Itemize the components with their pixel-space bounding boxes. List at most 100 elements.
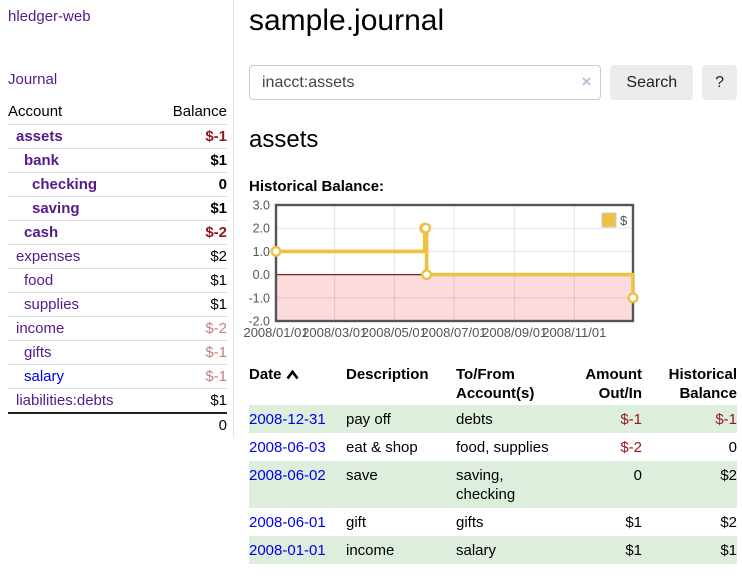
account-balance: $-1 [205, 368, 227, 385]
transaction-amount: $-1 [620, 411, 642, 428]
account-row: supplies $1 [8, 292, 227, 317]
transaction-accounts: saving, checking [456, 467, 516, 503]
transaction-accounts: debts [456, 411, 493, 428]
y-tick-label: -1.0 [248, 291, 270, 305]
search-form: × Search ? [249, 65, 737, 100]
transaction-date-link[interactable]: 2008-01-01 [249, 542, 326, 559]
transaction-date-link[interactable]: 2008-06-01 [249, 514, 326, 531]
account-balance: $2 [210, 248, 227, 265]
account-link-food[interactable]: food [24, 272, 54, 289]
account-row: assets $-1 [8, 125, 227, 149]
accounts-total-row: 0 [8, 413, 227, 437]
account-balance: 0 [218, 176, 227, 193]
account-link-liabilities-debts[interactable]: liabilities:debts [16, 392, 114, 409]
account-balance: $-2 [205, 224, 227, 241]
sidebar-item-journal[interactable]: Journal [8, 71, 58, 88]
y-tick-label: -2.0 [248, 315, 270, 329]
transaction-description: eat & shop [346, 439, 418, 456]
transaction-date-link[interactable]: 2008-06-02 [249, 467, 326, 484]
x-tick-label: 2008/03/01 [302, 325, 367, 340]
account-link-supplies[interactable]: supplies [24, 296, 80, 313]
transaction-row: 2008-06-03 eat & shop food, supplies $-2 0 [249, 433, 737, 461]
account-balance: $-2 [205, 320, 227, 337]
register-col-amount-out-in: Amount Out/In [585, 366, 642, 402]
transaction-accounts: gifts [456, 514, 484, 531]
account-row: liabilities:debts $1 [8, 388, 227, 414]
transaction-amount: $-2 [620, 439, 642, 456]
transaction-amount: $1 [625, 542, 642, 559]
account-row: gifts $-1 [8, 340, 227, 365]
account-link-gifts[interactable]: gifts [24, 344, 52, 361]
data-point-marker [627, 292, 639, 304]
transaction-description: pay off [346, 411, 391, 428]
register-table: Date Description To/From Account(s) Amount … [249, 363, 737, 564]
legend-label: $ [620, 213, 628, 228]
account-row: income $-2 [8, 316, 227, 341]
transaction-description: gift [346, 514, 367, 531]
transaction-balance: $2 [720, 514, 737, 531]
account-balance: $-1 [205, 344, 227, 361]
transaction-row: 2008-06-02 save saving, checking 0 $2 [249, 461, 737, 508]
account-balance: $1 [210, 296, 227, 313]
historical-balance-chart: $3.0 2.0 1.0 0.0 -1.0 -2.02008/01/012008/03/0… [243, 199, 639, 340]
account-link-expenses[interactable]: expenses [16, 248, 81, 265]
chart-title: Historical Balance: [249, 178, 385, 195]
plot-border [274, 203, 635, 323]
account-row: saving $1 [8, 196, 227, 221]
accounts-table: Account Balance assets $-1 bank $1 checking 0… [8, 100, 227, 437]
help-button[interactable]: ? [702, 65, 737, 100]
y-tick-label: 0.0 [253, 268, 270, 282]
account-row: expenses $2 [8, 244, 227, 269]
transaction-row: 2008-06-01 gift gifts $1 $2 [249, 508, 737, 536]
search-button[interactable]: Search [610, 65, 694, 100]
x-tick-label: 2008/05/01 [362, 325, 427, 340]
sort-asc-icon [285, 370, 299, 380]
x-tick-label: 2008/09/01 [482, 325, 547, 340]
transaction-accounts: food, supplies [456, 439, 549, 456]
account-row: cash $-2 [8, 220, 227, 245]
account-link-assets[interactable]: assets [16, 128, 63, 145]
transaction-description: save [346, 467, 378, 484]
account-balance: $1 [210, 200, 227, 217]
legend-swatch [601, 212, 617, 228]
account-link-cash[interactable]: cash [24, 224, 59, 241]
transaction-amount: 0 [633, 467, 642, 484]
transaction-balance: $1 [720, 542, 737, 559]
transaction-row: 2008-12-31 pay off debts $-1 $-1 [249, 405, 737, 433]
account-link-saving[interactable]: saving [32, 200, 80, 217]
transaction-balance: $-1 [715, 411, 737, 428]
transaction-balance: 0 [728, 439, 737, 456]
x-tick-label: 2008/07/01 [421, 325, 486, 340]
accounts-col-balance: Balance [152, 100, 227, 125]
clear-search-icon[interactable]: × [581, 72, 592, 91]
register-col-to-from-account-s-: To/From Account(s) [456, 366, 535, 402]
register-col-date[interactable]: Date [249, 363, 346, 405]
account-row: food $1 [8, 268, 227, 293]
transaction-date-link[interactable]: 2008-12-31 [249, 411, 326, 428]
search-input[interactable] [249, 65, 602, 100]
account-link-salary[interactable]: salary [24, 368, 65, 385]
account-balance: $1 [210, 392, 227, 409]
account-row: salary $-1 [8, 364, 227, 389]
account-balance: $-1 [205, 128, 227, 145]
transaction-accounts: salary [456, 542, 497, 559]
transaction-date-link[interactable]: 2008-06-03 [249, 439, 326, 456]
accounts-col-account: Account [8, 100, 153, 125]
y-tick-label: 1.0 [253, 245, 270, 259]
account-link-bank[interactable]: bank [24, 152, 60, 169]
account-balance: $1 [210, 272, 227, 289]
transaction-amount: $1 [625, 514, 642, 531]
data-point-marker [270, 245, 282, 257]
account-link-income[interactable]: income [16, 320, 65, 337]
account-link-checking[interactable]: checking [32, 176, 98, 193]
data-point-marker [420, 222, 432, 234]
app-title-link[interactable]: hledger-web [8, 8, 91, 25]
transaction-description: income [346, 542, 395, 559]
account-balance: $1 [210, 152, 227, 169]
register-col-description: Description [346, 366, 429, 383]
x-tick-label: 2008/11/01 [542, 325, 606, 340]
account-heading: assets [249, 126, 319, 153]
data-point-marker [421, 269, 433, 281]
account-row: bank $1 [8, 148, 227, 173]
main-content: sample.journal × Search ? assets Histori… [234, 0, 742, 564]
